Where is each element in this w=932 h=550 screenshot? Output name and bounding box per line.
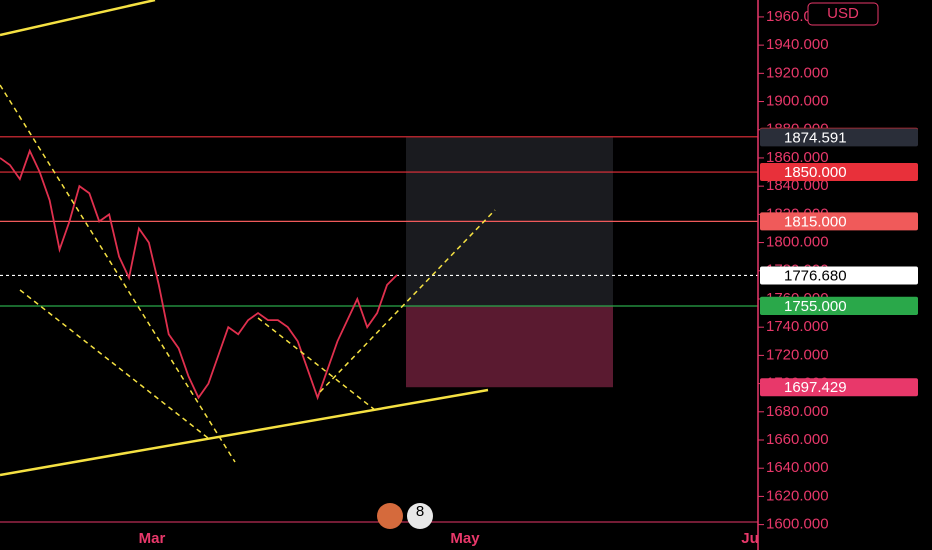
y-tick-label: 1840.000 xyxy=(766,177,829,194)
channel-line xyxy=(0,84,236,463)
y-tick-label: 1940.000 xyxy=(766,36,829,53)
x-tick-label: May xyxy=(450,530,480,547)
y-tick-label: 1660.000 xyxy=(766,431,829,448)
y-tick-label: 1720.000 xyxy=(766,346,829,363)
level-box xyxy=(760,297,918,316)
price-line xyxy=(0,148,398,401)
level-label: 1815.000 xyxy=(784,213,847,230)
y-tick-label: 1900.000 xyxy=(766,93,829,110)
y-tick-label: 1680.000 xyxy=(766,403,829,420)
event-badge: 8 xyxy=(416,503,424,520)
y-tick-label: 1600.000 xyxy=(766,516,829,533)
channel-line xyxy=(19,289,209,439)
y-tick-label: 1860.000 xyxy=(766,149,829,166)
trendline xyxy=(0,388,489,477)
x-tick-label: Mar xyxy=(139,530,166,547)
channel-line xyxy=(257,317,376,411)
level-box xyxy=(760,128,918,147)
level-label: 1697.429 xyxy=(784,379,847,396)
level-box xyxy=(760,163,918,182)
y-tick-label: 1920.000 xyxy=(766,64,829,81)
level-box xyxy=(760,378,918,397)
level-box xyxy=(760,212,918,231)
level-label: 1850.000 xyxy=(784,164,847,181)
level-box xyxy=(760,266,918,285)
y-tick-label: 1800.000 xyxy=(766,234,829,251)
channel-line xyxy=(319,209,496,393)
y-tick-label: 1620.000 xyxy=(766,487,829,504)
trendline xyxy=(0,0,156,37)
event-badge-bg xyxy=(407,503,433,529)
currency: USD xyxy=(827,5,859,22)
stop-zone xyxy=(406,305,613,388)
y-tick-label: 1740.000 xyxy=(766,318,829,335)
event-icon[interactable] xyxy=(377,503,403,529)
x-tick-label: Ju xyxy=(741,530,759,547)
level-label: 1776.680 xyxy=(784,267,847,284)
level-label: 1755.000 xyxy=(784,298,847,315)
y-tick-label: 1640.000 xyxy=(766,459,829,476)
level-label: 1874.591 xyxy=(784,129,847,146)
currency-box[interactable] xyxy=(807,2,879,26)
plot xyxy=(0,136,758,401)
